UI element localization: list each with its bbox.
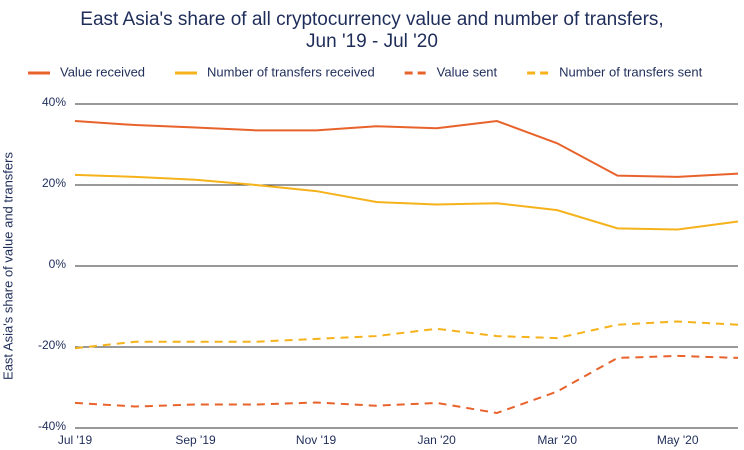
legend-label: Value received — [60, 64, 145, 79]
y-tick-label: -40% — [38, 419, 66, 433]
y-tick-label: 20% — [42, 176, 66, 190]
series-line — [74, 119, 739, 178]
x-tick-label: Jan '20 — [417, 433, 456, 447]
y-tick-label: 0% — [49, 257, 67, 271]
x-tick-label: Mar '20 — [537, 433, 577, 447]
x-tick-label: May '20 — [657, 433, 699, 447]
y-tick-label: -20% — [38, 338, 66, 352]
legend-label: Number of transfers sent — [559, 64, 702, 79]
series-line — [74, 354, 739, 415]
legend-label: Value sent — [437, 64, 498, 79]
x-tick-label: Nov '19 — [296, 433, 337, 447]
chart-title: Jun '19 - Jul '20 — [306, 31, 438, 52]
x-tick-label: Jul '19 — [58, 433, 93, 447]
y-tick-label: 40% — [42, 95, 66, 109]
y-axis-title: East Asia's share of value and transfers — [0, 152, 15, 380]
legend-label: Number of transfers received — [207, 64, 375, 79]
chart-title: East Asia's share of all cryptocurrency … — [80, 9, 663, 30]
x-tick-label: Sep '19 — [175, 433, 216, 447]
series-line — [74, 320, 739, 350]
series-line — [74, 173, 739, 231]
